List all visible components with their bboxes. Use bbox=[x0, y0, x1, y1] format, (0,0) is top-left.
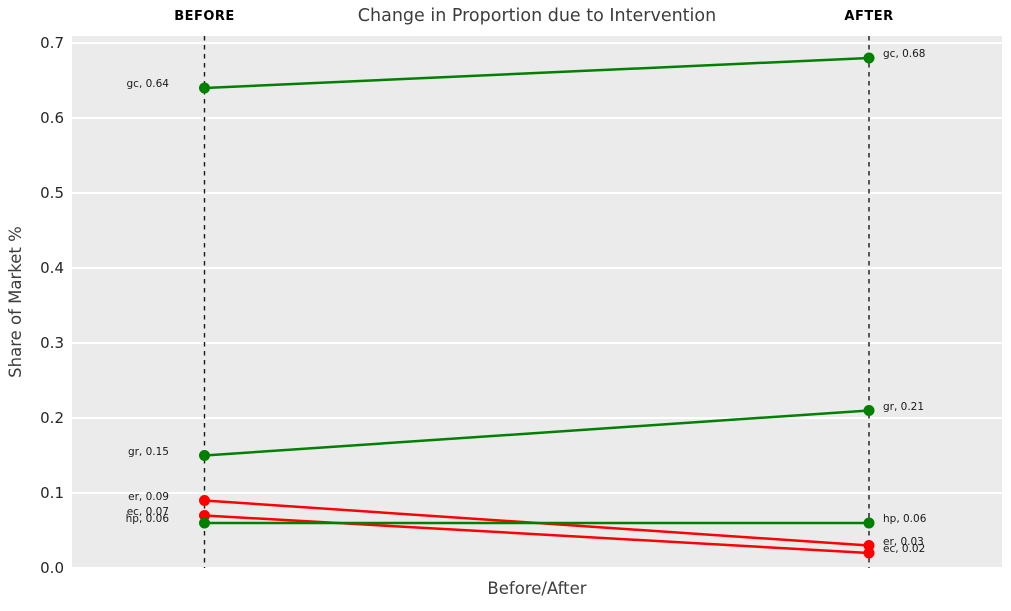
y-tick-label: 0.3 bbox=[40, 334, 64, 352]
slope-line-gc bbox=[204, 56, 870, 90]
y-tick-label: 0.1 bbox=[40, 484, 64, 502]
data-point-gc-before bbox=[199, 82, 210, 94]
gridline-y-0.3 bbox=[72, 342, 1002, 344]
point-label-gr-after: gr, 0.21 bbox=[883, 400, 925, 413]
y-axis-label: Share of Market % bbox=[6, 226, 25, 378]
gridline-y-0.5 bbox=[72, 192, 1002, 194]
data-point-ec-after bbox=[863, 547, 875, 559]
gridline-y-0.6 bbox=[72, 117, 1002, 119]
plot-area bbox=[72, 36, 1002, 568]
gridline-y-0.1 bbox=[72, 492, 1002, 494]
x-axis-label: Before/After bbox=[487, 579, 587, 598]
point-label-ec-before: ec, 0.07 bbox=[126, 505, 169, 518]
point-label-gc-before: gc, 0.64 bbox=[126, 78, 170, 90]
chart-title: Change in Proportion due to Intervention bbox=[357, 6, 717, 26]
point-label-gr-before: gr, 0.15 bbox=[127, 445, 169, 458]
point-label-er-after: er, 0.03 bbox=[883, 535, 924, 548]
y-tick-label: 0.7 bbox=[40, 34, 64, 52]
point-label-hp-after: hp, 0.06 bbox=[883, 513, 927, 525]
y-tick-label: 0.0 bbox=[40, 559, 64, 577]
slope-line-ec bbox=[204, 514, 870, 555]
gridline-y-0.2 bbox=[72, 417, 1002, 419]
data-point-hp-after bbox=[863, 517, 875, 529]
data-point-er-before bbox=[199, 495, 210, 506]
point-label-gc-after: gc, 0.68 bbox=[883, 48, 926, 60]
gridline-y-0.4 bbox=[72, 267, 1002, 269]
data-point-gr-before bbox=[199, 450, 210, 461]
y-tick-label: 0.4 bbox=[40, 259, 64, 277]
slope-line-gr bbox=[204, 409, 870, 457]
point-label-ec-after: ec, 0.02 bbox=[883, 543, 926, 555]
y-tick-label: 0.2 bbox=[40, 409, 64, 427]
point-label-er-before: er, 0.09 bbox=[128, 490, 169, 503]
gridline-y-0.0 bbox=[72, 567, 1002, 568]
data-point-gc-after bbox=[863, 52, 875, 64]
data-point-hp-before bbox=[199, 517, 210, 529]
data-point-gr-after bbox=[863, 405, 875, 416]
after-column-header: AFTER bbox=[844, 9, 894, 24]
point-label-hp-before: hp, 0.06 bbox=[125, 513, 169, 525]
gridline-y-0.7 bbox=[72, 42, 1002, 44]
y-tick-label: 0.6 bbox=[40, 109, 64, 127]
before-column-header: BEFORE bbox=[174, 9, 235, 24]
y-tick-label: 0.5 bbox=[40, 184, 64, 202]
